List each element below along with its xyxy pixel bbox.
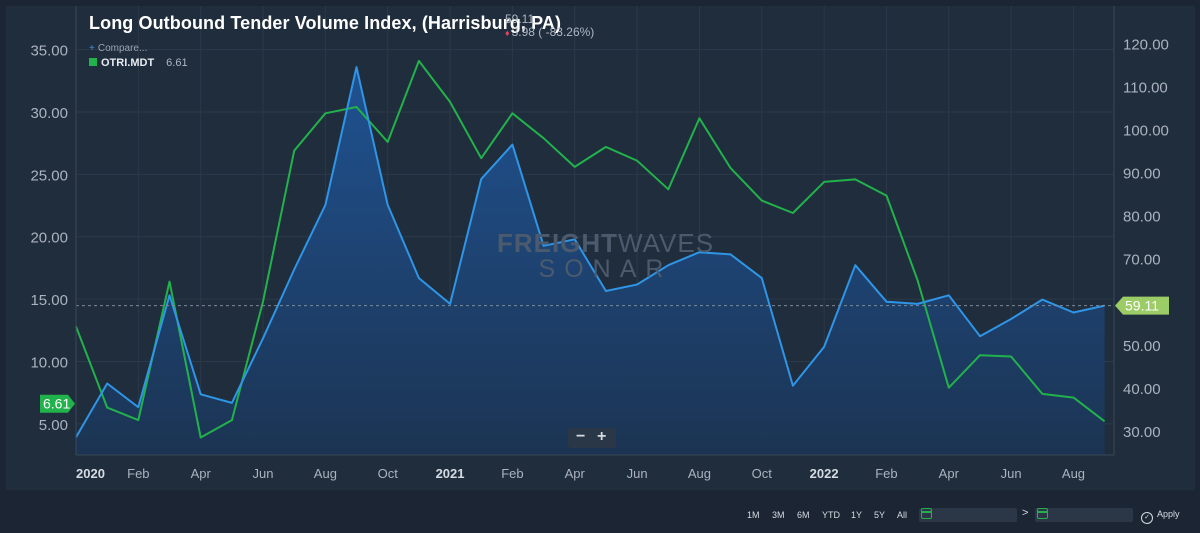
change-text: 3.98 ( -83.26%) [511,25,595,39]
range-1m-button[interactable]: 1M [747,510,760,520]
compare-label: Compare... [97,43,148,54]
left-value-badge [40,394,75,413]
apply-button[interactable]: ✓ Apply [1141,509,1180,524]
legend-series: OTRI.MDT [101,57,155,69]
x-tick-label: 2020 [76,466,105,481]
calendar-icon[interactable] [921,508,932,519]
right-value-badge-text: 59.11 [1125,298,1159,314]
zoom-out-button[interactable]: − [576,428,586,445]
value-badges: 59.11 6.61 [40,296,1169,413]
y-right-tick-label: 70.00 [1123,252,1161,269]
legend-item[interactable]: OTRI.MDT 6.61 [89,57,188,69]
y-left-tick-label: 5.00 [39,417,68,434]
series-line [75,66,1105,438]
y-right-tick-label: 50.00 [1123,338,1161,355]
x-tick-label: Oct [378,466,399,481]
x-tick-label: 2022 [810,466,839,481]
footer-bar: 1M 3M 6M YTD 1Y 5Y All > ✓ Apply [0,490,1200,533]
range-3m-button[interactable]: 3M [772,510,785,520]
x-tick-label: Apr [565,466,586,481]
y-right-tick-label: 110.00 [1123,80,1168,97]
range-1y-button[interactable]: 1Y [851,510,863,520]
blue-area [76,67,1105,455]
compare-button[interactable]: + Compare... [89,43,147,54]
range-all-button[interactable]: All [897,510,908,520]
x-tick-label: Aug [1062,466,1085,481]
change-value: ♦ 3.98 ( -83.26%) [505,25,594,39]
y-right-tick-label: 100.00 [1123,123,1169,140]
range-ytd-button[interactable]: YTD [822,510,840,520]
y-right-tick-label: 40.00 [1123,381,1161,398]
zoom-controls: − + [568,428,616,448]
y-right-tick-label: 90.00 [1123,166,1161,183]
right-value-badge [1115,296,1169,315]
legend-swatch [89,58,97,66]
y-right-tick-label: 120.00 [1123,36,1169,53]
chart-title: Long Outbound Tender Volume Index, (Harr… [89,13,562,33]
x-tick-label: Feb [127,466,149,481]
x-tick-label: Feb [875,466,897,481]
apply-label: Apply [1157,509,1180,519]
y-left-tick-label: 35.00 [30,43,68,60]
x-tick-label: Apr [939,466,960,481]
range-5y-button[interactable]: 5Y [874,510,886,520]
x-tick-label: Jun [1001,466,1022,481]
chart-panel: 5.00 10.00 15.00 20.00 25.00 30.00 35.00 30.00 4… [6,6,1195,490]
range-separator: > [1022,507,1029,519]
legend-value: 6.61 [166,57,188,69]
x-tick-label: Aug [314,466,337,481]
y-left-tick-label: 20.00 [30,230,68,247]
last-value: 59.11 [505,12,535,26]
end-date-input[interactable] [1035,508,1133,522]
series-line [75,59,1106,439]
start-date-input[interactable] [919,508,1017,522]
plus-icon: + [89,43,95,54]
x-tick-label: Jun [253,466,274,481]
series-area [76,67,1105,455]
x-tick-label: Apr [191,466,212,481]
y-left-tick-label: 30.00 [30,105,68,122]
x-tick-label: Oct [752,466,773,481]
left-value-badge-text: 6.61 [43,396,70,412]
chart-plot: 5.00 10.00 15.00 20.00 25.00 30.00 35.00 30.00 4… [30,6,1169,481]
x-tick-label: Jun [627,466,648,481]
check-circle-icon: ✓ [1141,512,1153,524]
zoom-in-button[interactable]: + [597,428,607,445]
y-left-tick-label: 10.00 [30,354,68,371]
down-triangle-icon: ♦ [505,28,510,38]
x-tick-label: 2021 [436,466,465,481]
y-left-tick-label: 15.00 [30,292,68,309]
calendar-icon[interactable] [1037,508,1048,519]
range-6m-button[interactable]: 6M [797,510,810,520]
y-right-tick-label: 30.00 [1123,424,1161,441]
x-tick-label: Feb [501,466,523,481]
x-tick-label: Aug [688,466,711,481]
y-left-tick-label: 25.00 [30,167,68,184]
y-right-tick-label: 80.00 [1123,209,1161,226]
series-lines [75,59,1106,439]
